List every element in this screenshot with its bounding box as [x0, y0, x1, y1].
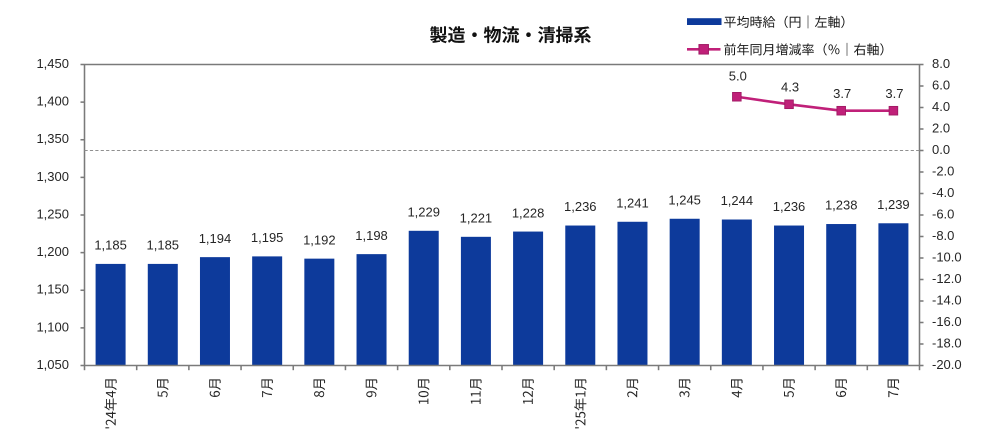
svg-text:-4.0: -4.0: [932, 185, 954, 200]
svg-text:1,221: 1,221: [460, 211, 493, 226]
svg-text:1,238: 1,238: [825, 198, 858, 213]
svg-text:-14.0: -14.0: [932, 292, 962, 307]
svg-text:-18.0: -18.0: [932, 335, 962, 350]
svg-text:6.0: 6.0: [932, 77, 950, 92]
svg-text:1,100: 1,100: [36, 319, 69, 334]
svg-text:1,150: 1,150: [36, 282, 69, 297]
svg-text:1,244: 1,244: [721, 193, 754, 208]
svg-text:1,200: 1,200: [36, 244, 69, 259]
svg-text:-2.0: -2.0: [932, 163, 954, 178]
svg-text:1,185: 1,185: [94, 238, 127, 253]
svg-text:1,050: 1,050: [36, 357, 69, 372]
svg-text:1,400: 1,400: [36, 94, 69, 109]
svg-text:-10.0: -10.0: [932, 249, 962, 264]
svg-text:-6.0: -6.0: [932, 206, 954, 221]
svg-text:4.0: 4.0: [932, 99, 950, 114]
svg-text:1,195: 1,195: [251, 230, 284, 245]
svg-text:1,192: 1,192: [303, 232, 336, 247]
svg-text:1,228: 1,228: [512, 205, 545, 220]
svg-text:1,194: 1,194: [199, 231, 232, 246]
svg-text:-12.0: -12.0: [932, 271, 962, 286]
svg-text:2.0: 2.0: [932, 120, 950, 135]
svg-text:5.0: 5.0: [729, 68, 747, 83]
svg-text:0.0: 0.0: [932, 142, 950, 157]
svg-text:4.3: 4.3: [781, 80, 799, 95]
svg-text:1,241: 1,241: [616, 195, 649, 210]
svg-text:1,450: 1,450: [36, 56, 69, 71]
svg-text:1,350: 1,350: [36, 131, 69, 146]
svg-text:-20.0: -20.0: [932, 357, 962, 372]
svg-text:1,198: 1,198: [355, 228, 388, 243]
svg-text:3.7: 3.7: [885, 86, 903, 101]
svg-text:1,239: 1,239: [877, 197, 910, 212]
svg-text:8.0: 8.0: [932, 56, 950, 71]
svg-text:1,300: 1,300: [36, 169, 69, 184]
svg-text:1,250: 1,250: [36, 206, 69, 221]
svg-text:1,236: 1,236: [564, 199, 597, 214]
svg-text:1,229: 1,229: [407, 205, 440, 220]
svg-text:1,236: 1,236: [773, 199, 806, 214]
svg-text:1,245: 1,245: [668, 192, 701, 207]
svg-text:-8.0: -8.0: [932, 228, 954, 243]
svg-text:3.7: 3.7: [833, 86, 851, 101]
svg-text:-16.0: -16.0: [932, 314, 962, 329]
svg-text:1,185: 1,185: [147, 238, 180, 253]
